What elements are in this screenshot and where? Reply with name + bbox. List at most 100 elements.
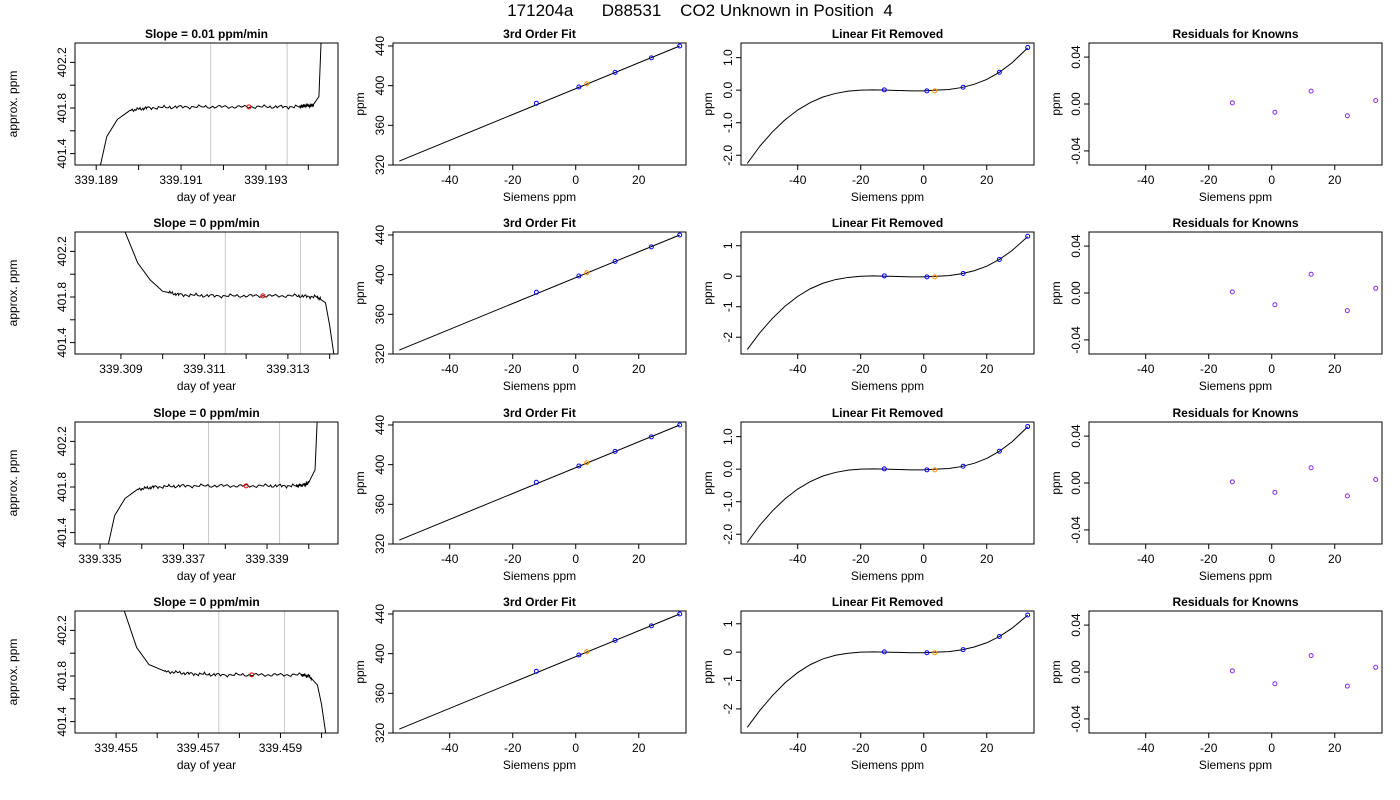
y-tick-label: -0.04 (1069, 326, 1083, 354)
y-tick-label: 1.0 (721, 428, 735, 445)
residual-point (1229, 100, 1235, 106)
y-tick-label: 320 (373, 344, 387, 364)
panel-title: Slope = 0 ppm/min (153, 216, 259, 230)
y-tick-label: 0 (721, 648, 735, 655)
y-tick-label: -1 (721, 301, 735, 312)
known-standard-point (677, 422, 683, 428)
plot-area (746, 233, 1031, 350)
y-tick-label: -0.04 (1069, 516, 1083, 544)
plot-frame (74, 421, 339, 545)
x-tick-label: -20 (504, 552, 522, 566)
x-tick-label: -20 (1200, 173, 1218, 187)
residual-point (1272, 109, 1278, 115)
concentration-trace (123, 611, 327, 733)
x-tick-label: 0 (1268, 173, 1275, 187)
residual-curve (746, 426, 1029, 543)
x-tick-label: -20 (852, 741, 870, 755)
plot-area (399, 43, 683, 162)
fit-curve (399, 45, 680, 162)
panel-title: 3rd Order Fit (503, 595, 576, 609)
known-standard-point (612, 448, 618, 454)
x-tick-label: -40 (789, 741, 807, 755)
y-tick-label: 400 (373, 75, 387, 95)
y-tick-label: -2 (721, 703, 735, 714)
x-tick-label: -40 (441, 552, 459, 566)
panel-residuals-row-3: -40 -20 0 20 -0.04 0.00 0.04 Residuals for Know… (1049, 406, 1383, 583)
x-tick-label: 0 (572, 173, 579, 187)
y-axis-label: approx. ppm (6, 71, 20, 138)
unknown-sample-marker (260, 293, 266, 299)
x-tick-label: 0 (572, 552, 579, 566)
panel-title: Linear Fit Removed (832, 27, 943, 41)
unknown-sample-point (932, 650, 938, 656)
y-tick-label: -1.0 (721, 112, 735, 133)
known-standard-point (960, 270, 966, 276)
plot-area (1229, 653, 1379, 689)
plot-area (1229, 271, 1379, 314)
plot-frame (740, 231, 1035, 355)
y-axis-label: approx. ppm (6, 260, 20, 327)
plot-frame (1088, 231, 1383, 355)
known-standard-point (996, 448, 1002, 454)
y-tick-label: 1 (721, 620, 735, 627)
known-standard-point (648, 244, 654, 250)
x-tick-label: 339.335 (78, 552, 122, 566)
residual-point (1308, 271, 1314, 277)
panel-title: 3rd Order Fit (503, 406, 576, 420)
residual-point (1229, 289, 1235, 295)
y-tick-label: 0.04 (1069, 45, 1083, 69)
known-standard-point (677, 43, 683, 49)
y-tick-label: -2.0 (721, 524, 735, 545)
plot-area (1229, 88, 1379, 119)
residual-point (1373, 476, 1379, 482)
y-axis-label: ppm (1049, 471, 1063, 494)
x-tick-label: -40 (441, 362, 459, 376)
x-tick-label: 339.191 (159, 173, 203, 187)
x-tick-label: -20 (1200, 362, 1218, 376)
x-tick-label: 0 (920, 552, 927, 566)
x-axis-label: Siemens ppm (503, 569, 576, 583)
plot-frame (740, 421, 1035, 545)
x-tick-label: -20 (852, 173, 870, 187)
x-tick-label: 339.193 (244, 173, 288, 187)
y-tick-label: 0.00 (1069, 471, 1083, 495)
y-tick-label: 0 (721, 273, 735, 280)
residual-point (1272, 302, 1278, 308)
x-tick-label: 339.313 (266, 362, 310, 376)
unknown-sample-point (584, 649, 590, 655)
x-axis-label: Siemens ppm (1199, 190, 1272, 204)
panel-linear_removed-row-3: -40 -20 0 20 -2.0 -1.0 0.0 1.0 Linear Fit Remove… (701, 406, 1035, 583)
y-axis-label: ppm (353, 92, 367, 115)
plot-area (124, 232, 335, 354)
known-standard-point (881, 273, 887, 279)
known-standard-point (924, 88, 930, 94)
concentration-trace (99, 43, 322, 165)
known-standard-point (881, 649, 887, 655)
known-standard-point (1025, 612, 1031, 618)
x-tick-label: -20 (852, 362, 870, 376)
residual-point (1344, 113, 1350, 119)
y-axis-label: ppm (353, 281, 367, 304)
y-tick-label: 0.00 (1069, 92, 1083, 116)
x-tick-label: 0 (1268, 741, 1275, 755)
known-standard-point (576, 273, 582, 279)
plot-frame (392, 610, 687, 734)
y-tick-label: 0.0 (721, 82, 735, 99)
unknown-sample-point (932, 274, 938, 280)
panel-timeseries-row-1: 339.189 339.191 339.193 401.4 401.8 402.2 Slop… (6, 27, 339, 204)
x-tick-label: 0 (572, 741, 579, 755)
panel-residuals-row-4: -40 -20 0 20 -0.04 0.00 0.04 Residuals for Know… (1049, 595, 1383, 772)
unknown-sample-marker (249, 672, 255, 678)
plot-area (399, 232, 683, 351)
x-tick-label: 339.459 (259, 741, 303, 755)
y-tick-label: 401.4 (55, 327, 69, 357)
plot-area (399, 611, 683, 730)
known-standard-point (677, 232, 683, 238)
known-standard-point (1025, 233, 1031, 239)
plot-area (99, 43, 322, 165)
x-tick-label: 20 (1328, 741, 1342, 755)
x-tick-label: -40 (1137, 362, 1155, 376)
panel-linear_removed-row-1: -40 -20 0 20 -2.0 -1.0 0.0 1.0 Linear Fit Remove… (701, 27, 1035, 204)
known-standard-point (612, 637, 618, 643)
